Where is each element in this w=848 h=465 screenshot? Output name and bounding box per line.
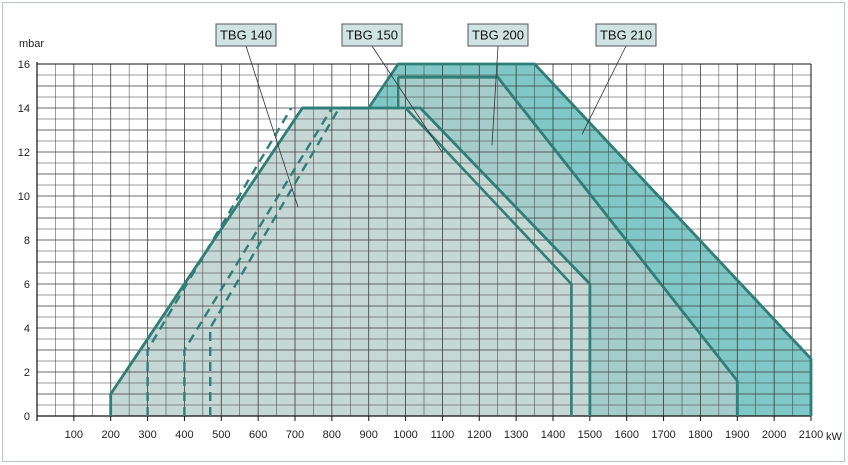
y-tick-label: 8 [24, 235, 30, 247]
series-line-tbg-210 [398, 75, 739, 416]
series-label-box [341, 23, 403, 47]
x-tick-label: 1100 [431, 429, 455, 441]
y-tick-label: 0 [24, 411, 30, 423]
x-tick-label: 1700 [651, 429, 675, 441]
x-tick-label: 400 [175, 429, 193, 441]
y-tick-label: 2 [24, 367, 30, 379]
y-tick-label: 4 [24, 323, 30, 335]
grid [36, 63, 812, 417]
series-label-box [595, 23, 657, 47]
x-tick-label: 1800 [688, 429, 712, 441]
series-label-box [215, 23, 277, 47]
y-axis-label: mbar [19, 38, 44, 50]
x-tick-label: 600 [249, 429, 267, 441]
series-layer [109, 62, 813, 416]
y-tick-label: 6 [24, 279, 30, 291]
x-tick-label: 1400 [541, 429, 565, 441]
series-line-tbg-150-dashed [183, 107, 333, 416]
x-tick-label: 100 [65, 429, 83, 441]
series-label-text: TBG 200 [472, 28, 524, 43]
x-tick-label: 2000 [762, 429, 786, 441]
x-tick-label: 200 [102, 429, 120, 441]
x-tick-label: 1600 [614, 429, 638, 441]
x-tick-label: 700 [286, 429, 304, 441]
series-label-leader [245, 45, 299, 208]
series-line-envelope [367, 62, 813, 416]
series-label-leader [371, 45, 443, 153]
series-line-dashed-third [208, 107, 341, 416]
series-label-leader [491, 45, 499, 146]
y-tick-label: 14 [18, 103, 30, 115]
y-tick-label: 12 [18, 147, 30, 159]
x-axis-unit: kW [826, 431, 843, 443]
x-tick-label: 1300 [504, 429, 528, 441]
x-tick-label: 1000 [393, 429, 417, 441]
series-label-text: TBG 150 [346, 28, 398, 43]
x-tick-label: 1200 [467, 429, 491, 441]
x-tick-label: 500 [212, 429, 230, 441]
series-label-text: TBG 210 [600, 28, 652, 43]
series-line-tbg-200 [109, 106, 592, 416]
y-tick-label: 10 [18, 191, 30, 203]
x-tick-label: 900 [360, 429, 378, 441]
x-tick-label: 800 [323, 429, 341, 441]
x-tick-label: 1900 [725, 429, 749, 441]
tick-labels: 100 200 300 400 500 600 700 800 900 1000 1100 1200 1… [18, 59, 823, 441]
series-label-text: TBG 140 [220, 28, 272, 43]
series-line-tbg-140-right [404, 107, 573, 416]
series-line-tbg-140-dashed [146, 107, 293, 416]
series-labels: TBG 140 TBG 150 TBG 200 TBG 210 [215, 23, 657, 208]
x-tick-label: 1500 [578, 429, 602, 441]
series-label-box [467, 23, 529, 47]
x-tick-label: 2100 [799, 429, 823, 441]
x-tick-label: 300 [138, 429, 156, 441]
series-label-leader [581, 45, 627, 135]
y-tick-label: 16 [18, 59, 30, 71]
